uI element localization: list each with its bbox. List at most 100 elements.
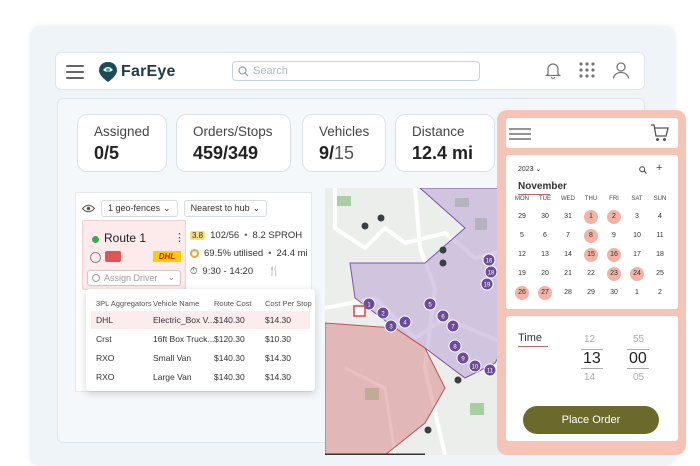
calendar-day[interactable]: 7 xyxy=(566,232,570,239)
map-pin-icon[interactable] xyxy=(454,376,462,384)
place-order-button[interactable]: Place Order xyxy=(523,406,659,434)
calendar-day[interactable]: 9 xyxy=(612,232,616,239)
calendar-day[interactable]: 10 xyxy=(633,232,641,239)
aggregator-table: 3PL Aggregators Vehicle Name Route Cost … xyxy=(86,289,315,391)
calendar-day[interactable]: 18 xyxy=(656,251,664,258)
calendar-day[interactable]: 1 xyxy=(584,210,598,224)
calendar-day[interactable]: 23 xyxy=(607,267,621,281)
svg-text:19: 19 xyxy=(484,283,491,289)
map-stop-marker[interactable]: 4 xyxy=(398,315,412,329)
hour-next[interactable]: 14 xyxy=(584,372,596,383)
map-stop-marker[interactable]: 6 xyxy=(436,309,450,323)
hour-value[interactable]: 13 xyxy=(581,349,603,369)
map-stop-marker[interactable]: 9 xyxy=(456,351,470,365)
menu-icon[interactable] xyxy=(509,128,531,140)
svg-text:5: 5 xyxy=(428,303,432,309)
map-stop-marker[interactable]: 19 xyxy=(480,277,494,291)
menu-icon[interactable] xyxy=(66,65,84,79)
map-pin-icon[interactable] xyxy=(361,222,369,230)
calendar-year: 2023 xyxy=(518,166,534,173)
calendar-day[interactable]: 15 xyxy=(584,248,598,262)
apps-grid-icon[interactable] xyxy=(578,61,596,79)
table-cell: Large Van xyxy=(153,372,192,382)
table-cell: DHL xyxy=(96,315,114,325)
search-icon[interactable] xyxy=(639,166,647,174)
calendar-day[interactable]: 11 xyxy=(656,232,664,239)
calendar-day[interactable]: 20 xyxy=(541,270,549,277)
more-options-icon[interactable]: ⋮ xyxy=(174,232,185,244)
map-stop-marker[interactable]: 2 xyxy=(376,306,390,320)
geofence-dropdown[interactable]: 1 geo-fences ⌄ xyxy=(101,200,178,217)
map-stop-marker[interactable]: 18 xyxy=(484,265,498,279)
map-pin-icon[interactable] xyxy=(439,246,447,254)
svg-text:4: 4 xyxy=(403,321,407,327)
assign-driver-placeholder: Assign Driver xyxy=(104,273,158,283)
table-row[interactable]: RXO Large Van $140.30 $14.30 xyxy=(91,368,310,386)
calendar-day[interactable]: 17 xyxy=(633,251,641,258)
calendar-day[interactable]: 12 xyxy=(518,251,526,258)
calendar-day[interactable]: 3 xyxy=(635,213,639,220)
map-stop-marker[interactable]: 3 xyxy=(384,319,398,333)
calendar-day[interactable]: 29 xyxy=(518,213,526,220)
map-pin-icon[interactable] xyxy=(424,426,432,434)
calendar-day[interactable]: 26 xyxy=(515,286,529,300)
calendar-day[interactable]: 1 xyxy=(635,289,639,296)
route-map[interactable]: 1 2 3 4 5 6 7 8 9 10 11 16 18 19 xyxy=(325,188,515,455)
map-stop-marker[interactable]: 5 xyxy=(423,297,437,311)
calendar-day[interactable]: 14 xyxy=(564,251,572,258)
cart-icon[interactable] xyxy=(650,124,670,142)
map-stop-marker[interactable]: 16 xyxy=(482,253,496,267)
year-dropdown[interactable]: 2023 ⌄ xyxy=(518,166,542,173)
map-stop-marker[interactable]: 10 xyxy=(468,359,482,373)
calendar-day[interactable]: 27 xyxy=(538,286,552,300)
calendar-day[interactable]: 13 xyxy=(541,251,549,258)
table-row[interactable]: DHL Electric_Box V... $140.30 $14.30 xyxy=(91,311,310,329)
hour-prev[interactable]: 12 xyxy=(584,334,596,345)
map-stop-marker[interactable]: 8 xyxy=(448,339,462,353)
table-cell: $10.30 xyxy=(265,334,291,344)
table-row[interactable]: Crst 16ft Box Truck... $120.30 $10.30 xyxy=(91,330,310,348)
search-input[interactable] xyxy=(253,64,473,78)
minute-prev[interactable]: 55 xyxy=(633,334,645,345)
search-icon xyxy=(238,66,249,77)
table-row[interactable]: RXO Small Van $140.30 $14.30 xyxy=(91,349,310,367)
calendar-day[interactable]: 2 xyxy=(607,210,621,224)
calendar-day[interactable]: 28 xyxy=(564,289,572,296)
map-pin-icon[interactable] xyxy=(439,259,447,267)
warehouse-icon[interactable] xyxy=(353,305,366,317)
search-box[interactable] xyxy=(232,61,480,81)
calendar-day[interactable]: 30 xyxy=(541,213,549,220)
time-label: Time xyxy=(518,332,543,344)
bell-icon[interactable] xyxy=(544,61,562,79)
map-canvas xyxy=(325,188,515,455)
minute-value[interactable]: 00 xyxy=(627,349,649,369)
calendar-day[interactable]: 31 xyxy=(564,213,572,220)
calendar-day[interactable]: 4 xyxy=(658,213,662,220)
user-icon[interactable] xyxy=(612,61,630,79)
calendar-day[interactable]: 5 xyxy=(520,232,524,239)
calendar-day[interactable]: 2 xyxy=(658,289,662,296)
stat-label: Assigned xyxy=(94,124,150,139)
calendar-day[interactable]: 24 xyxy=(630,267,644,281)
calendar-day[interactable]: 25 xyxy=(656,270,664,277)
eye-icon[interactable] xyxy=(82,204,95,213)
map-stop-marker[interactable]: 7 xyxy=(446,319,460,333)
calendar-day[interactable]: 8 xyxy=(584,229,598,243)
calendar-day[interactable]: 6 xyxy=(543,232,547,239)
calendar-day[interactable]: 22 xyxy=(587,270,595,277)
calendar-day[interactable]: 16 xyxy=(607,248,621,262)
add-icon[interactable]: + xyxy=(656,162,663,174)
sort-dropdown[interactable]: Nearest to hub ⌄ xyxy=(183,200,268,217)
map-stop-marker[interactable]: 1 xyxy=(362,297,376,311)
svg-text:8: 8 xyxy=(453,345,457,351)
stat-card-assigned: Assigned 0/5 xyxy=(77,114,167,172)
calendar-day[interactable]: 30 xyxy=(610,289,618,296)
map-stop-marker[interactable]: 11 xyxy=(483,363,497,377)
calendar-day[interactable]: 21 xyxy=(564,270,572,277)
table-cell: $140.30 xyxy=(214,372,245,382)
assign-driver-dropdown[interactable]: Assign Driver ⌄ xyxy=(87,270,181,286)
calendar-day[interactable]: 29 xyxy=(587,289,595,296)
minute-next[interactable]: 05 xyxy=(633,372,645,383)
calendar-day[interactable]: 19 xyxy=(518,270,526,277)
map-pin-icon[interactable] xyxy=(377,214,385,222)
